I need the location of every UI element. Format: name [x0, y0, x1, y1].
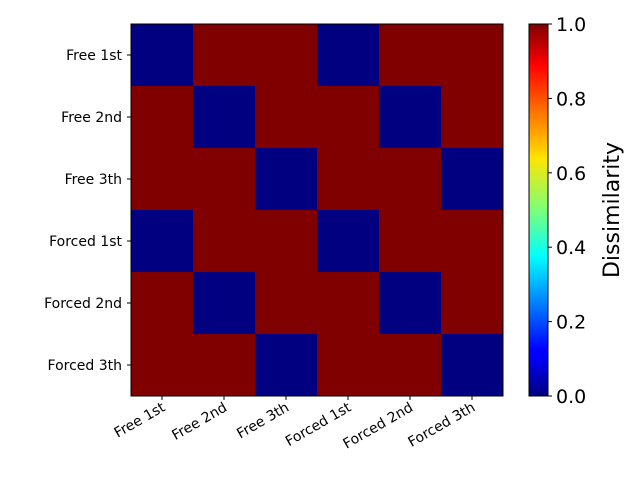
heatmap-cell: [379, 272, 442, 335]
heatmap-cell: [255, 24, 318, 87]
colorbar-tick-label: 1.0: [556, 14, 586, 36]
heatmap-cell: [441, 86, 504, 149]
colorbar-tick-label: 0.4: [556, 237, 586, 259]
row-tick-label: Forced 1st: [49, 234, 122, 250]
heatmap-cell: [379, 86, 442, 149]
heatmap-cell: [131, 272, 194, 335]
heatmap-cell: [193, 86, 256, 149]
heatmap-cell: [379, 334, 442, 397]
column-tick-label: Forced 3th: [405, 400, 478, 451]
row-tick-labels: Free 1st Free 2nd Free 3th Forced 1st Forced…: [44, 48, 131, 374]
colorbar-tick-label: 0.8: [556, 88, 586, 110]
heatmap-cell: [317, 334, 380, 397]
heatmap-cell: [193, 210, 256, 273]
heatmap-cell: [317, 24, 380, 87]
row-tick-label: Free 2nd: [61, 110, 122, 126]
colorbar-label: Dissimilarity: [600, 142, 625, 278]
heatmap-cell: [131, 148, 194, 211]
heatmap-cell: [131, 86, 194, 149]
heatmap-cells: [131, 24, 504, 397]
heatmap-cell: [441, 210, 504, 273]
heatmap-cell: [193, 272, 256, 335]
heatmap-cell: [193, 148, 256, 211]
heatmap-cell: [441, 148, 504, 211]
heatmap-cell: [131, 210, 194, 273]
heatmap-cell: [379, 148, 442, 211]
heatmap-cell: [255, 86, 318, 149]
heatmap-cell: [131, 24, 194, 87]
colorbar-tick-labels: 0.0 0.2 0.4 0.6 0.8 1.0: [548, 14, 586, 408]
heatmap-cell: [317, 210, 380, 273]
heatmap-cell: [193, 24, 256, 87]
heatmap-cell: [441, 334, 504, 397]
heatmap-cell: [317, 148, 380, 211]
heatmap-cell: [255, 272, 318, 335]
row-tick-label: Forced 2nd: [44, 296, 122, 312]
column-tick-label: Free 1st: [112, 399, 169, 441]
row-tick-label: Forced 3th: [48, 358, 122, 374]
plot-frame: [130, 23, 504, 397]
row-tick-label: Free 1st: [66, 48, 122, 64]
heatmap-cell: [255, 148, 318, 211]
heatmap-cell: [379, 24, 442, 87]
heatmap-cell: [255, 210, 318, 273]
heatmap-cell: [441, 272, 504, 335]
row-tick-label: Free 3th: [65, 172, 122, 188]
heatmap-cell: [317, 86, 380, 149]
colorbar-tick-label: 0.0: [556, 386, 586, 408]
column-tick-label: Forced 2nd: [341, 400, 416, 453]
colorbar-tick-label: 0.2: [556, 312, 586, 334]
heatmap-cell: [255, 334, 318, 397]
heatmap-cell: [441, 24, 504, 87]
column-tick-label: Free 2nd: [169, 400, 230, 444]
colorbar: [528, 23, 549, 397]
colorbar-tick-label: 0.6: [556, 163, 586, 185]
heatmap-cell: [317, 272, 380, 335]
heatmap-cell: [379, 210, 442, 273]
heatmap-cell: [193, 334, 256, 397]
heatmap-cell: [131, 334, 194, 397]
